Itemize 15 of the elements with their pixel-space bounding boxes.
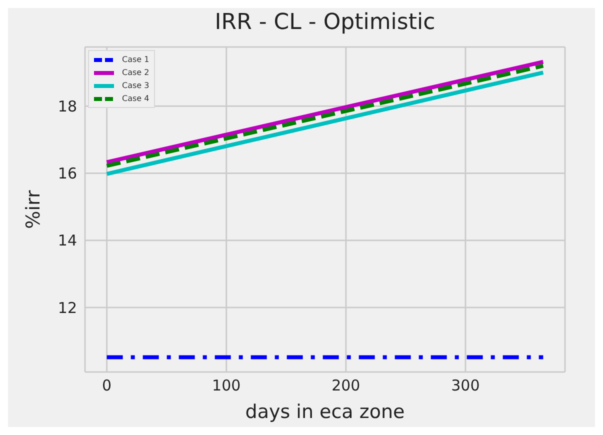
legend-label: Case 2 bbox=[122, 68, 150, 77]
x-tick-label: 200 bbox=[332, 376, 360, 395]
chart-title: IRR - CL - Optimistic bbox=[214, 10, 436, 35]
x-tick-label: 100 bbox=[212, 376, 241, 395]
x-tick-label: 300 bbox=[451, 376, 480, 395]
y-tick-label: 12 bbox=[58, 298, 77, 317]
y-axis-title: %irr bbox=[22, 190, 45, 229]
x-axis-title: days in eca zone bbox=[245, 401, 405, 423]
legend-label: Case 3 bbox=[122, 81, 150, 90]
x-tick-label: 0 bbox=[102, 376, 112, 395]
legend-label: Case 1 bbox=[122, 55, 150, 64]
y-tick-label: 14 bbox=[58, 232, 77, 250]
y-tick-label: 18 bbox=[58, 97, 77, 116]
y-tick-label: 16 bbox=[58, 164, 77, 183]
legend-label: Case 4 bbox=[122, 94, 150, 103]
